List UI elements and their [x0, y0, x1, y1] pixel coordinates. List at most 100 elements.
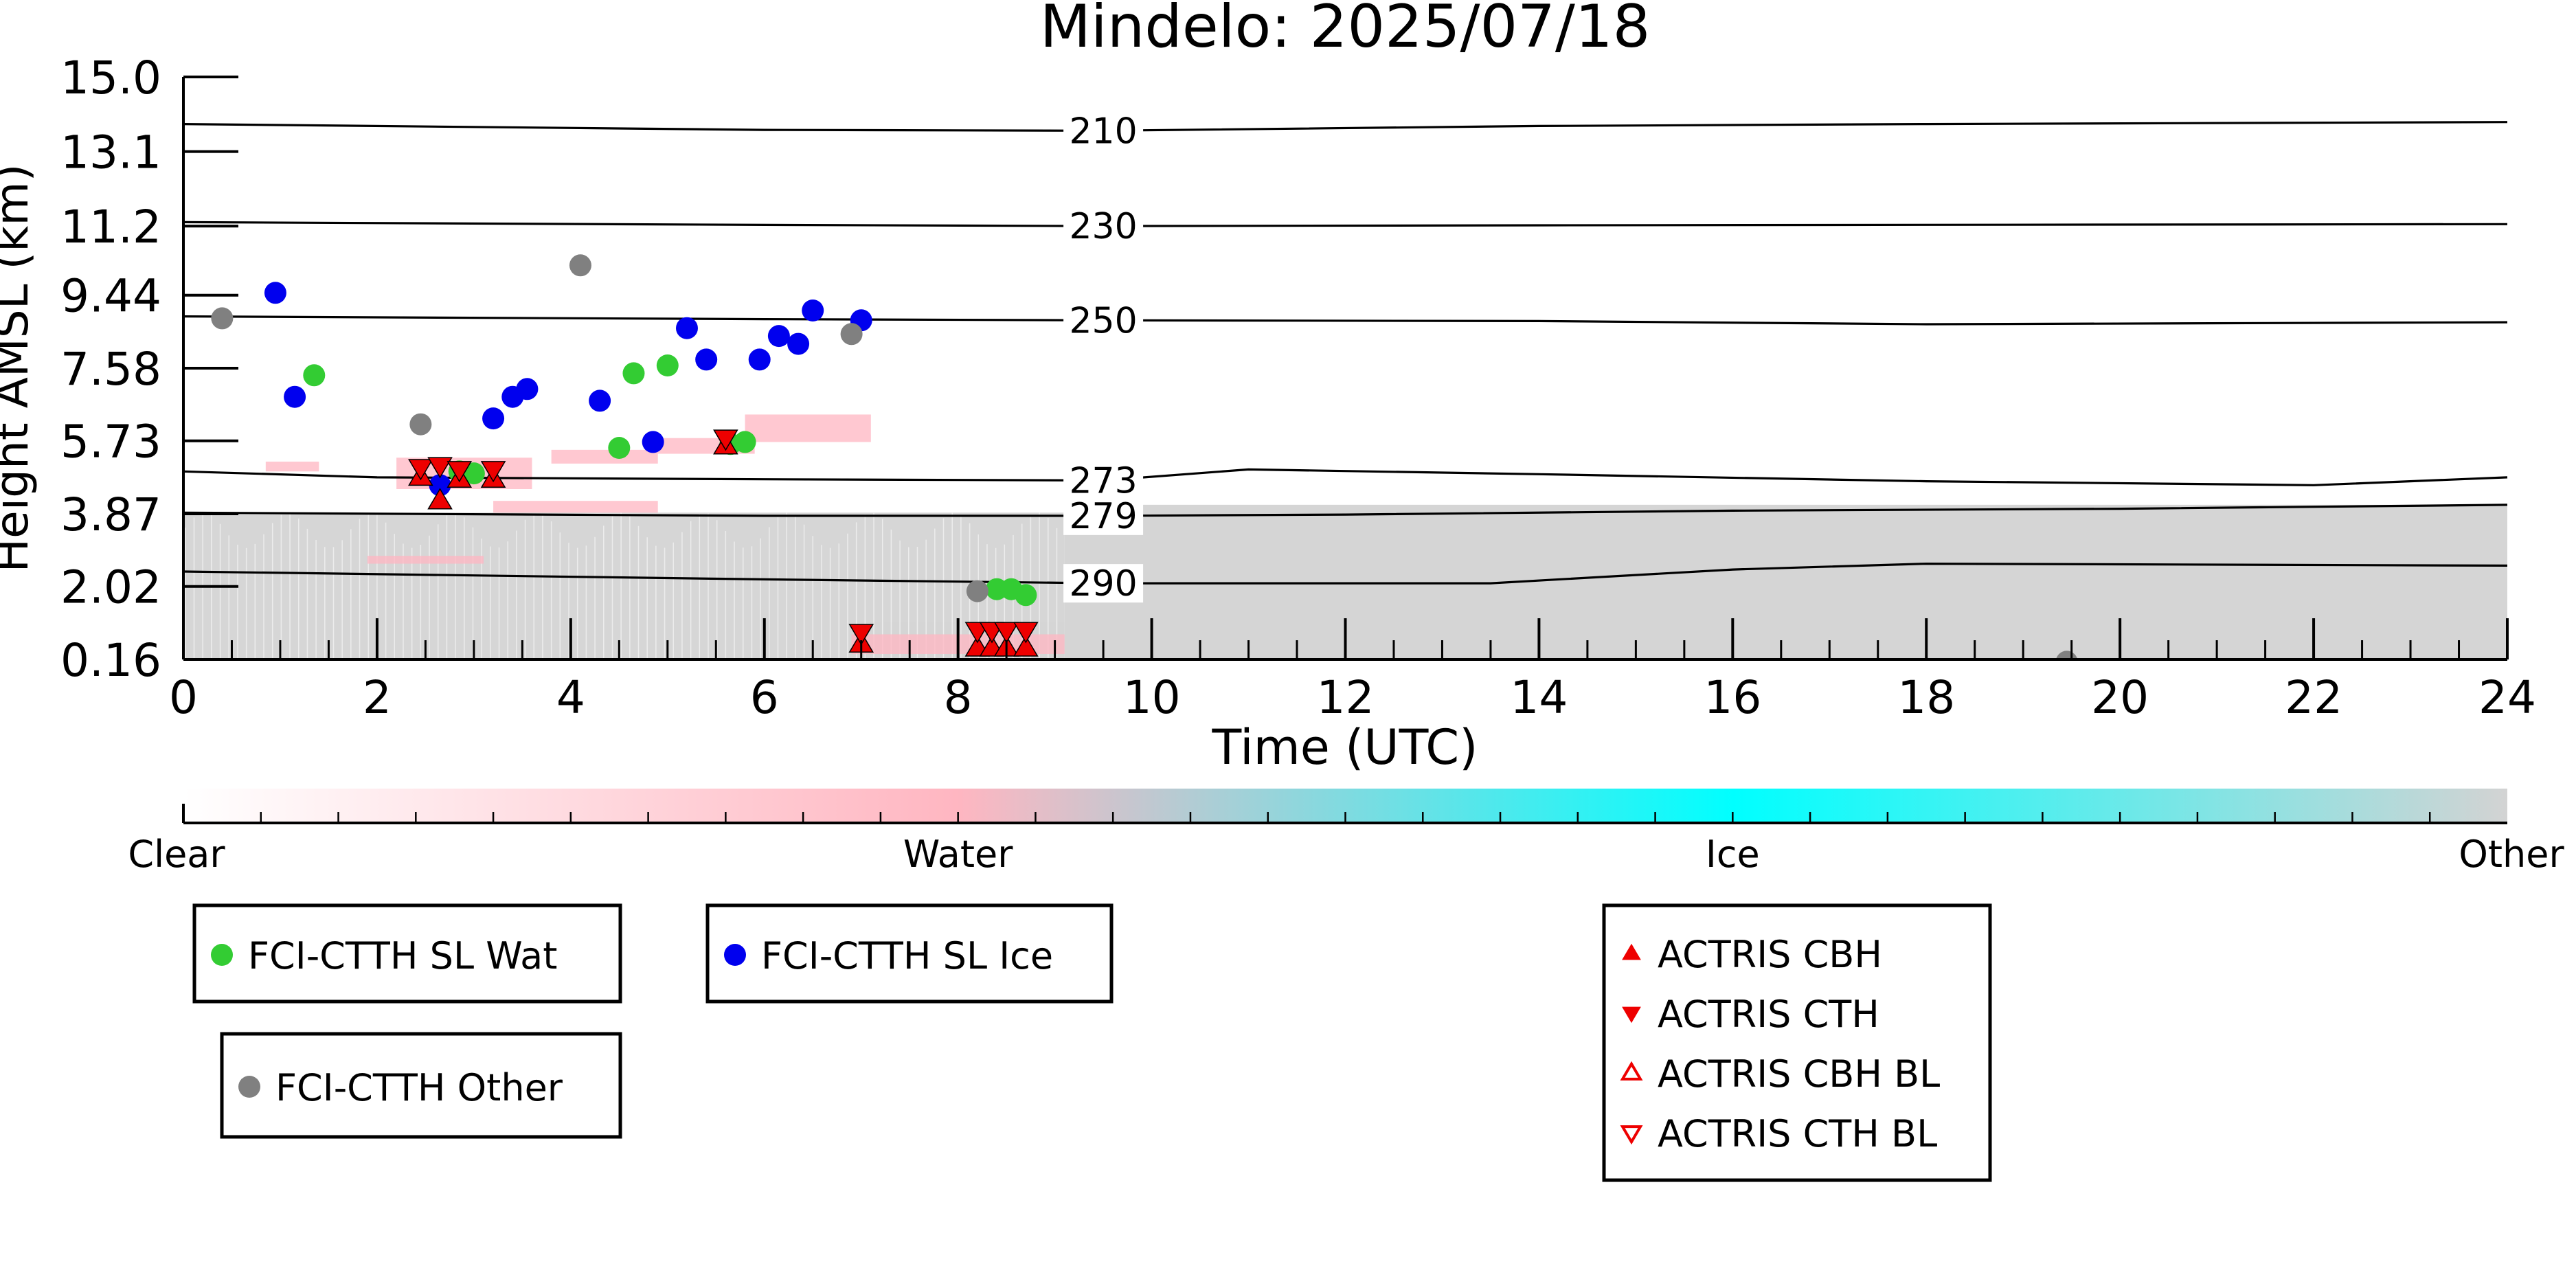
point-fci-ctth-other: [569, 254, 591, 277]
y-tick-label: 7.58: [60, 343, 161, 396]
point-fci-ctth-sl-wat: [734, 431, 756, 453]
legend-label-fci-ctth-other: FCI-CTTH Other: [275, 1066, 563, 1109]
water-patch-5: [493, 501, 658, 513]
point-fci-ctth-sl-wat: [622, 362, 645, 385]
colorbar-label-ice: Ice: [1706, 833, 1760, 876]
x-axis-label: Time (UTC): [1212, 719, 1478, 776]
x-tick-label: 24: [2478, 671, 2536, 724]
point-fci-ctth-sl-ice: [482, 407, 505, 430]
point-fci-ctth-sl-ice: [787, 332, 810, 355]
legend: FCI-CTTH SL Wat FCI-CTTH SL Ice FCI-CTTH O…: [192, 903, 1992, 1182]
isoline-label-bg: [1063, 496, 1144, 535]
y-tick-label: 3.87: [60, 488, 161, 541]
point-fci-ctth-sl-ice: [748, 348, 771, 371]
classification-curtain: [183, 414, 2507, 659]
point-fci-ctth-sl-ice: [429, 474, 451, 497]
point-actris-cbh: [1013, 635, 1039, 657]
point-fci-ctth-sl-ice: [516, 378, 539, 400]
x-tick-label: 14: [1510, 671, 1568, 724]
colorbar-label-other: Other: [2459, 833, 2564, 876]
y-tick-label: 13.1: [60, 126, 161, 179]
point-actris-cth: [480, 461, 506, 483]
x-tick-label: 20: [2091, 671, 2149, 724]
y-tick-label: 15.0: [60, 52, 161, 104]
point-fci-ctth-sl-wat: [608, 437, 631, 459]
water-patch-4: [745, 414, 871, 442]
legend-box: [1602, 903, 1992, 1182]
isoline-273: [183, 468, 2508, 486]
classification-colorbar: Clear Water Ice Other: [128, 789, 2564, 876]
point-fci-ctth-sl-ice: [589, 389, 611, 412]
isoline-label-bg: [1063, 564, 1144, 603]
x-tick-label: 12: [1317, 671, 1375, 724]
x-tick-label: 16: [1704, 671, 1761, 724]
point-fci-ctth-other: [409, 413, 432, 436]
isoline-label-bg: [1063, 111, 1144, 150]
point-fci-ctth-other: [840, 323, 863, 346]
point-fci-ctth-sl-ice: [695, 348, 718, 371]
point-fci-ctth-sl-wat: [656, 354, 679, 376]
legend-label-actris-cbh-bl: ACTRIS CBH BL: [1658, 1052, 1940, 1096]
x-tick-label: 18: [1897, 671, 1955, 724]
legend-marker-fci-ctth-other: [238, 1076, 260, 1098]
isoline-279: [183, 504, 2508, 517]
water-patch-0: [265, 462, 319, 472]
y-tick-label: 2.02: [60, 561, 161, 614]
isoline-230: [183, 221, 2508, 227]
legend-marker-actris-cth-bl: [1620, 1125, 1643, 1145]
point-fci-ctth-sl-wat: [1015, 584, 1037, 607]
legend-marker-fci-ctth-sl-wat: [211, 944, 233, 966]
point-fci-ctth-other: [2056, 651, 2078, 659]
point-actris-cth: [713, 429, 738, 451]
isoline-label-290: 290: [1069, 563, 1137, 605]
point-fci-ctth-sl-ice: [802, 300, 824, 321]
isoline-210: [183, 121, 2508, 132]
x-tick-label: 2: [363, 671, 392, 724]
legend-label-actris-cth: ACTRIS CTH: [1658, 993, 1879, 1036]
point-fci-ctth-sl-wat: [303, 364, 326, 387]
y-tick-label: 11.2: [60, 201, 161, 253]
point-actris-cth: [427, 457, 453, 479]
x-tick-label: 10: [1123, 671, 1181, 724]
isoline-label-bg: [1063, 461, 1144, 500]
point-fci-ctth-sl-wat: [462, 462, 485, 485]
legend-marker-actris-cbh: [1622, 943, 1641, 960]
point-fci-ctth-other: [966, 580, 988, 602]
chart-title: Mindelo: 2025/07/18: [1040, 0, 1651, 61]
other-curtain-1: [1064, 504, 2507, 659]
x-tick-label: 8: [944, 671, 973, 724]
point-fci-ctth-sl-ice: [264, 282, 286, 304]
x-tick-label: 22: [2285, 671, 2342, 724]
isoline-290: [183, 562, 2508, 585]
point-fci-ctth-sl-ice: [767, 325, 790, 348]
isoline-label-230: 230: [1069, 206, 1137, 247]
isoline-label-210: 210: [1069, 111, 1137, 152]
point-fci-ctth-sl-ice: [642, 431, 664, 453]
legend-marker-actris-cth: [1622, 1006, 1641, 1024]
colorbar-label-clear: Clear: [128, 833, 225, 876]
point-actris-cth: [408, 459, 433, 481]
point-actris-cth: [848, 624, 874, 646]
x-tick-label: 6: [750, 671, 779, 724]
point-fci-ctth-sl-ice: [675, 317, 698, 339]
point-fci-ctth-other: [211, 307, 234, 330]
point-actris-cbh: [427, 488, 453, 510]
legend-marker-fci-ctth-sl-ice: [724, 944, 746, 966]
point-actris-cth: [447, 461, 473, 483]
isoline-250: [183, 315, 2508, 326]
y-tick-label: 9.44: [60, 270, 161, 323]
isoline-label-bg: [1063, 207, 1144, 246]
legend-box: [705, 903, 1114, 1004]
point-fci-ctth-sl-ice: [284, 385, 306, 408]
x-tick-label: 0: [169, 671, 198, 724]
legend-label-actris-cth-bl: ACTRIS CTH BL: [1658, 1112, 1937, 1155]
water-patch-6: [367, 556, 484, 564]
isoline-label-273: 273: [1069, 460, 1137, 501]
x-tick-label: 4: [556, 671, 585, 724]
y-axis-label: Height AMSL (km): [0, 164, 38, 573]
isoline-label-250: 250: [1069, 300, 1137, 341]
isoline-label-bg: [1063, 301, 1144, 340]
y-tick-label: 5.73: [60, 416, 161, 468]
